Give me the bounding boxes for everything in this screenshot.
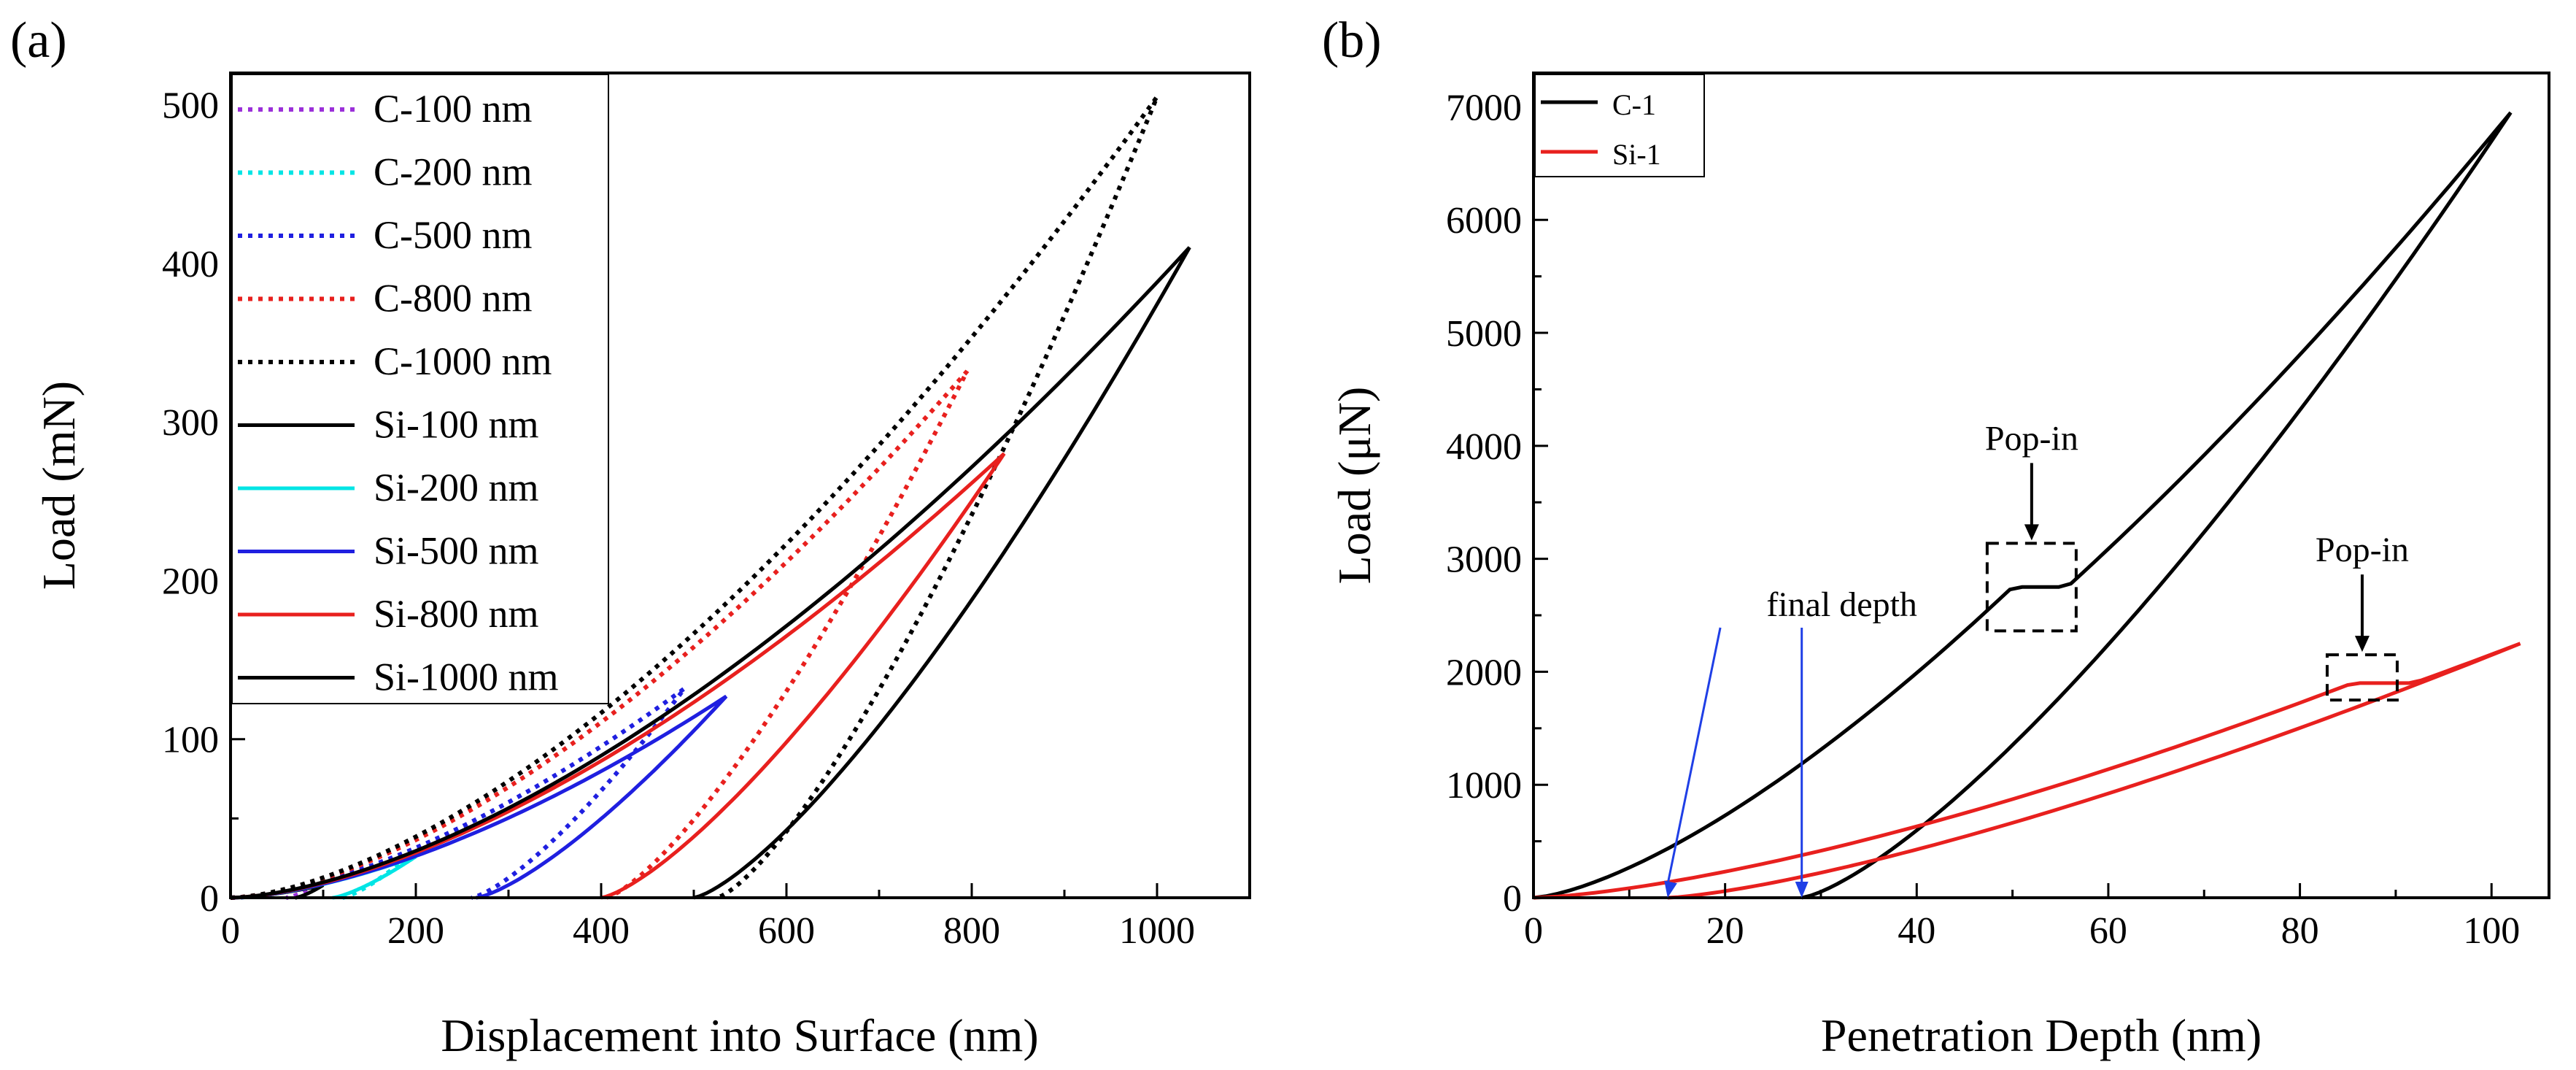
panel-b: (b) 0 20 40 60 80 100 0 1000 2000 3000 4000 5000 60… [1322, 12, 2550, 1061]
panel-a-x-ticks: 0 200 400 600 800 1000 [221, 883, 1195, 952]
series-line [1533, 642, 2521, 900]
y-tick-label: 200 [162, 561, 219, 602]
y-tick-label: 5000 [1446, 313, 1522, 355]
series-line [230, 694, 728, 900]
x-tick-label: 100 [2463, 910, 2520, 952]
panel-a-x-axis-title: Displacement into Surface (nm) [441, 1009, 1038, 1061]
final-depth-arrowhead [1795, 882, 1809, 898]
x-tick-label: 20 [1706, 910, 1744, 952]
y-tick-label: 400 [162, 244, 219, 285]
legend-label: Si-1 [1612, 138, 1661, 171]
panel-b-x-ticks: 0 20 40 60 80 100 [1524, 883, 2520, 952]
final-depth-arrow [1666, 627, 1722, 885]
panel-b-plot-area [1533, 111, 2521, 900]
legend-label: C-1000 nm [374, 339, 552, 383]
series-line [230, 452, 1006, 900]
panel-a-legend-box [231, 74, 609, 704]
panel-a-label: (a) [10, 12, 67, 69]
popin-arrowhead [2024, 524, 2039, 541]
y-tick-label: 300 [162, 402, 219, 444]
x-tick-label: 60 [2089, 910, 2127, 952]
y-tick-label: 3000 [1446, 539, 1522, 581]
x-tick-label: 1000 [1119, 910, 1195, 952]
y-tick-label: 100 [162, 720, 219, 761]
panel-a-frame [229, 72, 1251, 899]
x-tick-label: 200 [387, 910, 444, 952]
popin-label: Pop-in [1985, 419, 2078, 458]
panel-a-plot-area [230, 95, 1191, 900]
popin-label: Pop-in [2316, 531, 2409, 569]
x-tick-label: 600 [758, 910, 815, 952]
y-tick-label: 0 [1503, 878, 1522, 920]
legend-label: Si-1000 nm [374, 655, 559, 699]
legend-label: Si-200 nm [374, 466, 539, 509]
panel-b-y-ticks: 0 1000 2000 3000 4000 5000 6000 7000 [1446, 87, 1548, 920]
y-tick-label: 500 [162, 85, 219, 126]
panel-b-frame [1532, 72, 2550, 899]
panel-a-y-axis-title: Load (mN) [33, 381, 85, 590]
x-tick-label: 400 [573, 910, 630, 952]
y-tick-label: 6000 [1446, 200, 1522, 242]
final-depth-arrowhead [1664, 880, 1677, 898]
y-tick-label: 0 [200, 878, 219, 920]
panel-a: (a) 0 200 400 600 800 1000 0 100 200 300 400 500 D… [10, 12, 1251, 1061]
panel-b-legend-box [1534, 74, 1705, 177]
legend-label: Si-800 nm [374, 592, 539, 636]
panel-a-y-ticks: 0 100 200 300 400 500 [162, 85, 245, 920]
series-line [230, 686, 686, 900]
x-tick-label: 40 [1898, 910, 1935, 952]
popin-box [2325, 653, 2399, 702]
panel-b-y-axis-title: Load (μN) [1328, 387, 1380, 585]
legend-label: Si-100 nm [374, 403, 539, 447]
x-tick-label: 800 [943, 910, 1000, 952]
y-tick-label: 1000 [1446, 765, 1522, 807]
legend-label: C-100 nm [374, 87, 533, 131]
final-depth-label: final depth [1766, 585, 1917, 624]
legend-label: C-1 [1612, 88, 1656, 121]
panel-b-label: (b) [1322, 12, 1382, 69]
panel-b-x-axis-title: Penetration Depth (nm) [1821, 1009, 2262, 1061]
legend-label: C-800 nm [374, 277, 533, 320]
series-line [1533, 111, 2513, 900]
y-tick-label: 2000 [1446, 652, 1522, 693]
x-tick-label: 0 [1524, 910, 1543, 952]
series-line [230, 246, 1191, 900]
x-tick-label: 0 [221, 910, 240, 952]
popin-arrowhead [2354, 636, 2370, 653]
series-line [230, 369, 970, 900]
x-tick-label: 80 [2281, 910, 2319, 952]
panel-a-legend: C-100 nm C-200 nm C-500 nm C-800 nm C-1000 n… [231, 74, 609, 704]
panel-b-annotations: Pop-in Pop-in final depth [1664, 419, 2409, 898]
legend-label: C-500 nm [374, 213, 533, 257]
panel-b-legend: C-1 Si-1 [1534, 74, 1705, 177]
legend-label: Si-500 nm [374, 529, 539, 573]
y-tick-label: 4000 [1446, 426, 1522, 468]
legend-label: C-200 nm [374, 150, 533, 194]
y-tick-label: 7000 [1446, 87, 1522, 128]
popin-box [1985, 542, 2078, 633]
